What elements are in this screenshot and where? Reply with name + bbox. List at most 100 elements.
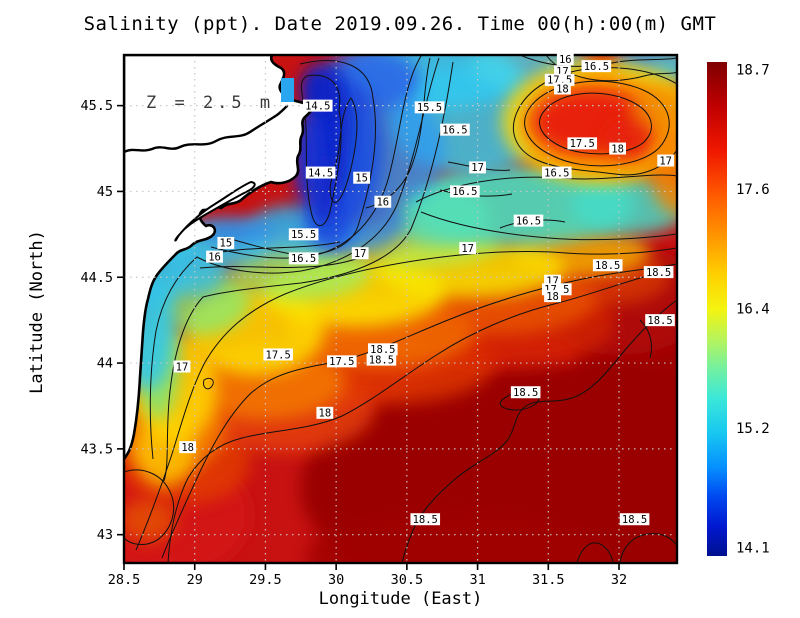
contour-line	[524, 80, 670, 167]
contour-line	[163, 61, 454, 482]
sea-field-blob	[650, 125, 677, 215]
contour-label: 18.5	[369, 354, 394, 366]
colorbar	[707, 62, 727, 556]
contour-line	[420, 211, 677, 241]
contour-label-chip	[410, 513, 441, 526]
contour-label-chip	[643, 266, 674, 279]
sea-field-blob	[300, 363, 677, 563]
contour-label: 17	[659, 155, 672, 167]
contour-line	[210, 55, 422, 259]
contour-label: 18	[181, 442, 194, 454]
contour-line	[149, 57, 440, 460]
sea-field-blob	[630, 90, 677, 130]
sea-field-blob	[124, 498, 176, 542]
contour-label-chip	[450, 185, 480, 198]
contour-label-chip	[657, 154, 675, 167]
x-tick-label: 28.5	[108, 572, 141, 588]
contour-label: 17	[461, 243, 474, 255]
contour-label-chip	[206, 250, 223, 263]
contour-label-chip	[173, 360, 191, 373]
contour-label-chip	[541, 166, 572, 179]
coastal-water-cell	[281, 78, 294, 102]
contour-label-chip	[645, 314, 675, 327]
contour-label-chip	[414, 101, 445, 114]
contour-label-chip	[510, 386, 541, 399]
colorbar-tick-label: 18.7	[736, 63, 770, 79]
contour-label: 15	[355, 173, 368, 185]
contour-label: 16	[208, 251, 221, 263]
depth-annotation: Z = 2.5 m	[146, 93, 275, 113]
contour-line	[124, 469, 175, 545]
contour-label: 16.5	[442, 124, 467, 136]
x-tick-label: 29	[187, 572, 203, 588]
contour-label-chip	[374, 195, 392, 208]
x-tick-label: 32	[611, 572, 627, 588]
contour-line	[519, 55, 677, 67]
y-tick-label: 44.5	[80, 270, 113, 286]
contour-label-chip	[609, 142, 626, 155]
contour-label-chip	[368, 343, 398, 356]
contour-label: 14.5	[308, 167, 333, 179]
sea-field-blob	[195, 218, 275, 246]
contour-label: 17.5	[570, 138, 595, 150]
colorbar-tick-label: 15.2	[736, 421, 770, 437]
contour-line	[539, 92, 652, 155]
colorbar-tick-label: 14.1	[736, 541, 770, 557]
contour-label: 18.5	[622, 514, 647, 526]
contour-label: 18	[319, 408, 332, 420]
sea-field-blob	[305, 516, 605, 563]
contour-label-chip	[217, 236, 235, 249]
contour-label: 18.5	[513, 387, 538, 399]
x-tick-label: 30	[328, 572, 344, 588]
contour-label-chip	[353, 171, 371, 184]
contour-label: 16.5	[584, 61, 609, 73]
x-tick-label: 29.5	[249, 572, 282, 588]
contour-label-chip	[469, 161, 486, 174]
y-axis-label: Latitude (North)	[27, 230, 47, 394]
sea-field-blob	[570, 175, 677, 235]
contour-label-chip	[288, 252, 319, 265]
contour-label-chip	[305, 166, 336, 179]
contour-label: 18.5	[647, 315, 672, 327]
contour-label-chip	[351, 247, 369, 260]
contour-label-chip	[581, 60, 612, 73]
contour-label-chip	[366, 353, 397, 366]
contour-label: 16.5	[291, 253, 316, 265]
contour-label: 18.5	[370, 344, 395, 356]
contour-label: 15.5	[417, 102, 442, 114]
contour-label: 15.5	[291, 229, 316, 241]
contour-line	[576, 542, 614, 563]
colorbar-tick-label: 17.6	[736, 182, 770, 198]
sea-field-blob	[390, 185, 490, 245]
contour-line	[199, 253, 369, 269]
contour-label-chip	[316, 406, 334, 419]
contour-label-chip	[513, 214, 544, 227]
x-tick-label: 31	[469, 572, 485, 588]
contour-label-chip	[459, 242, 477, 255]
contour-label: 16	[376, 197, 389, 209]
y-tick-label: 43	[97, 527, 113, 543]
y-tick-label: 44	[97, 356, 113, 372]
contour-line	[223, 60, 377, 256]
contour-label-chip	[288, 228, 319, 241]
contour-line	[135, 247, 677, 551]
contour-label: 15	[220, 238, 233, 250]
contour-line	[221, 241, 341, 253]
x-tick-label: 31.5	[532, 572, 565, 588]
contour-label: 17.5	[329, 356, 354, 368]
contour-label-chip	[592, 259, 623, 272]
contour-label-chip	[556, 53, 574, 66]
colorbar-tick-label: 16.4	[736, 302, 770, 318]
x-tick-label: 30.5	[391, 572, 424, 588]
contour-line	[203, 377, 214, 390]
gridlines	[124, 55, 677, 563]
contour-line	[619, 533, 677, 563]
contour-label: 16.5	[452, 186, 477, 198]
contour-line	[167, 273, 655, 563]
contour-label: 17	[471, 162, 484, 174]
contour-label-chip	[544, 290, 561, 303]
contour-label: 18	[611, 143, 624, 155]
